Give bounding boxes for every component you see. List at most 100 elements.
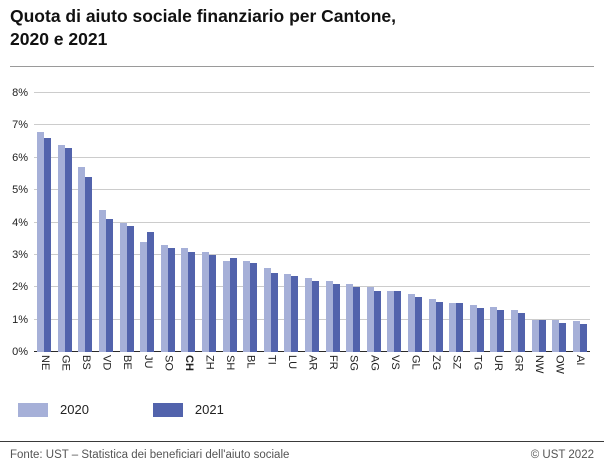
bar-group-sz [446, 93, 467, 352]
x-tick-label-ur: UR [491, 355, 504, 371]
x-tick-label-fr: FR [327, 355, 340, 370]
x-tick-cell: ZH [199, 355, 220, 383]
gridline [34, 221, 590, 223]
x-tick-cell: BE [116, 355, 137, 383]
bar-group-nw [528, 93, 549, 352]
x-tick-cell: NW [528, 355, 549, 383]
bar-2020-vs [387, 290, 395, 352]
y-tick-label: 2% [12, 281, 28, 294]
bar-2020-gr [510, 309, 518, 352]
plot-area [34, 92, 590, 352]
x-tick-label-ai: AI [574, 355, 587, 366]
x-tick-label-vs: VS [388, 355, 401, 370]
bar-group-ai [569, 93, 590, 352]
bar-group-zh [199, 93, 220, 352]
y-tick-label: 5% [12, 184, 28, 197]
y-tick-label: 4% [12, 216, 28, 229]
bar-2021-ow [559, 322, 567, 352]
gridline [34, 189, 590, 191]
bar-2021-ch [188, 251, 196, 352]
bar-2020-ne [37, 131, 45, 352]
bar-2021-sh [229, 258, 237, 352]
x-tick-label-ge: GE [59, 355, 72, 371]
x-tick-cell: GR [508, 355, 529, 383]
bar-group-gr [508, 93, 529, 352]
bar-group-bs [75, 93, 96, 352]
x-tick-cell: TI [261, 355, 282, 383]
x-tick-label-sz: SZ [450, 355, 463, 370]
chart-title: Quota di aiuto sociale finanziario per C… [10, 6, 397, 50]
legend-item-2020: 2020 [18, 402, 89, 417]
x-tick-label-sh: SH [224, 355, 237, 371]
bar-2020-ag [366, 287, 374, 352]
footer-divider [0, 441, 604, 442]
x-tick-cell: JU [137, 355, 158, 383]
bar-2021-ti [270, 272, 278, 352]
bar-2021-so [167, 248, 175, 352]
legend-swatch-2021 [152, 402, 183, 417]
bar-group-ur [487, 93, 508, 352]
bar-2021-fr [332, 284, 340, 352]
bar-2021-sg [353, 287, 361, 352]
footer: Fonte: UST – Statistica dei beneficiari … [10, 449, 594, 461]
x-tick-label-zh: ZH [203, 355, 216, 370]
bar-group-so [158, 93, 179, 352]
bar-2020-bs [78, 167, 86, 352]
x-tick-cell: OW [549, 355, 570, 383]
bar-group-ti [261, 93, 282, 352]
bar-2020-zg [428, 298, 436, 352]
x-tick-cell: SG [343, 355, 364, 383]
x-tick-label-ar: AR [306, 355, 319, 371]
x-tick-label-bl: BL [244, 355, 257, 369]
bar-2021-sz [456, 303, 464, 352]
x-tick-label-lu: LU [285, 355, 298, 370]
bar-2021-ag [373, 290, 381, 352]
bar-group-vd [96, 93, 117, 352]
x-tick-cell: VS [384, 355, 405, 383]
bar-2020-vd [99, 209, 107, 352]
bar-2021-bs [85, 177, 93, 352]
bar-group-sg [343, 93, 364, 352]
x-tick-cell: SZ [446, 355, 467, 383]
bar-2020-ar [305, 277, 313, 352]
bar-2020-nw [531, 319, 539, 352]
bar-2021-ju [147, 232, 155, 352]
bar-2020-tg [469, 305, 477, 352]
x-tick-cell: AR [302, 355, 323, 383]
y-tick-label: 6% [12, 151, 28, 164]
x-tick-label-nw: NW [533, 355, 546, 374]
bar-2021-lu [291, 275, 299, 352]
x-tick-label-ti: TI [265, 355, 278, 365]
x-tick-label-bs: BS [79, 355, 92, 370]
bar-groups [34, 93, 590, 352]
y-tick-label: 1% [12, 313, 28, 326]
x-tick-cell: SH [219, 355, 240, 383]
y-axis: 0% 1% 2% 3% 4% 5% 6% 7% 8% [4, 87, 30, 358]
copyright-text: © UST 2022 [530, 449, 594, 461]
bar-2020-ur [490, 306, 498, 352]
x-tick-label-sg: SG [347, 355, 360, 371]
x-axis-labels: NE GE BS VD BE JU SO CH ZH SH BL TI LU AR FR SG AG VS GL ZG… [34, 355, 590, 383]
bar-2020-ai [572, 321, 580, 352]
bar-2020-fr [325, 280, 333, 352]
legend: 2020 2021 [18, 402, 288, 417]
bar-2021-gr [517, 313, 525, 352]
bar-2020-ju [140, 241, 148, 352]
gridline [34, 124, 590, 126]
bar-2020-be [119, 222, 127, 352]
x-tick-cell: GE [55, 355, 76, 383]
bar-2021-tg [476, 308, 484, 352]
bar-2020-ti [263, 267, 271, 352]
x-tick-label-vd: VD [100, 355, 113, 371]
bar-2021-vs [394, 290, 402, 352]
y-tick-label: 0% [12, 346, 28, 358]
bar-2020-zh [202, 251, 210, 352]
x-tick-cell: CH [178, 355, 199, 383]
bar-2021-zg [435, 301, 443, 352]
bar-2020-gl [407, 293, 415, 352]
x-tick-cell: ZG [425, 355, 446, 383]
title-divider [10, 66, 594, 67]
bar-2021-gl [414, 296, 422, 352]
bar-group-bl [240, 93, 261, 352]
x-tick-label-ow: OW [553, 355, 566, 374]
